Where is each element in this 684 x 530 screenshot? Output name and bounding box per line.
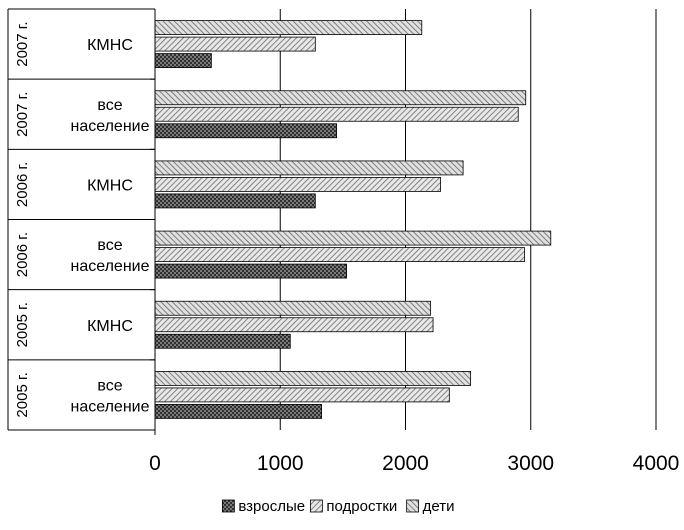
category-labels: 2005 г. все население 2005 г. КМНС 2006 г. все… bbox=[14, 21, 150, 417]
bar-дети bbox=[154, 230, 552, 246]
legend-label-дети: дети bbox=[423, 498, 455, 515]
bar-взрослые bbox=[154, 404, 322, 419]
legend-label-взрослые: взрослые bbox=[238, 498, 305, 515]
axes: 0 1000 2000 3000 4000 bbox=[7, 8, 680, 475]
x-tick-label: 2000 bbox=[382, 452, 429, 475]
bar-подростки bbox=[154, 317, 434, 333]
year-label: 2005 г. bbox=[14, 372, 31, 417]
legend-swatch-дети bbox=[406, 499, 420, 513]
x-tick-label: 3000 bbox=[507, 452, 554, 475]
bar-подростки bbox=[154, 177, 441, 192]
category-label: население bbox=[70, 398, 149, 415]
category-label: КМНС bbox=[87, 37, 133, 54]
bar-дети bbox=[154, 160, 464, 176]
legend-swatch-подростки bbox=[309, 499, 323, 513]
year-label: 2005 г. bbox=[14, 302, 31, 347]
category-label: все bbox=[97, 97, 122, 114]
bar-дети bbox=[154, 371, 472, 386]
bar-подростки bbox=[154, 36, 316, 52]
year-label: 2006 г. bbox=[14, 232, 31, 277]
bar-подростки bbox=[154, 106, 519, 122]
category-label: население bbox=[70, 258, 149, 275]
bar-взрослые bbox=[154, 193, 316, 209]
year-label: 2007 г. bbox=[14, 21, 31, 66]
grid-lines bbox=[279, 9, 657, 430]
x-tick-label: 1000 bbox=[257, 452, 304, 475]
category-label: КМНС bbox=[87, 177, 133, 194]
year-label: 2007 г. bbox=[14, 92, 31, 137]
bar-дети bbox=[154, 300, 431, 316]
category-label: население bbox=[70, 118, 149, 135]
bar-взрослые bbox=[154, 123, 338, 139]
legend-label-подростки: подростки bbox=[326, 498, 397, 515]
legend: взрослые подростки дети bbox=[221, 498, 455, 515]
x-tick-label: 4000 bbox=[633, 452, 680, 475]
bar-дети bbox=[154, 20, 423, 35]
bar-подростки bbox=[154, 387, 450, 403]
category-label: КМНС bbox=[87, 318, 133, 335]
bar-взрослые bbox=[154, 53, 212, 68]
category-label: все bbox=[97, 237, 122, 254]
year-label: 2006 г. bbox=[14, 162, 31, 207]
bar-взрослые bbox=[154, 333, 291, 349]
bars bbox=[154, 20, 552, 419]
bar-дети bbox=[154, 90, 527, 106]
legend-swatch-взрослые bbox=[221, 499, 235, 513]
x-tick-label: 0 bbox=[149, 452, 161, 475]
category-label: все bbox=[97, 377, 122, 394]
bar-взрослые bbox=[154, 263, 348, 279]
bar-подростки bbox=[154, 247, 525, 262]
